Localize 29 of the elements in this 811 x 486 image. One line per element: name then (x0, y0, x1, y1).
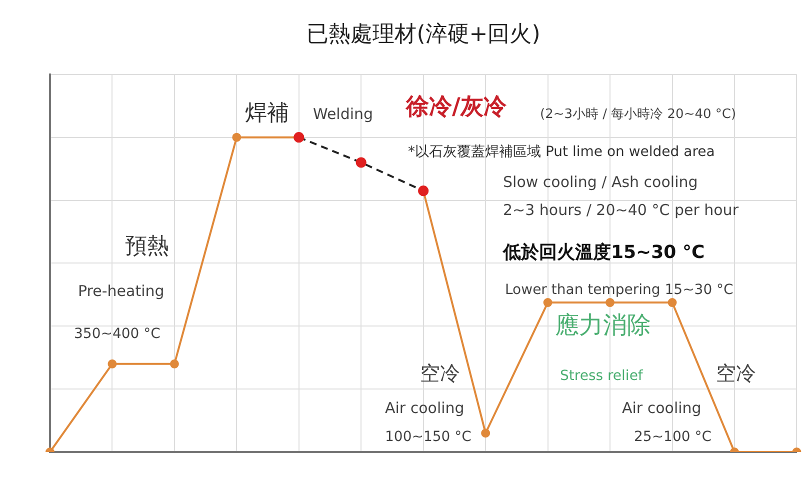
annotation: Air cooling (622, 399, 702, 417)
text: 徐冷/灰冷 (405, 94, 508, 120)
annotation: Lower than tempering 15~30 °C (505, 282, 734, 298)
point (356, 157, 366, 168)
annotation: Slow cooling / Ash cooling (503, 173, 698, 191)
annotation: *以石灰覆蓋焊補區域 Put lime on welded area (408, 144, 715, 160)
annotation: Pre-heating (78, 282, 164, 300)
annotation: 100~150 °C (385, 429, 472, 445)
annotation: 低於回火溫度15~30 °C (502, 242, 705, 263)
annotation: 應力消除 (555, 311, 651, 339)
text: Welding (313, 105, 374, 123)
annotation: 2~3 hours / 20~40 °C per hour (503, 201, 740, 219)
annotation: 25~100 °C (634, 429, 712, 445)
chart-title: 已熱處理材(淬硬+回火) (306, 22, 540, 47)
annotation: 空冷 (716, 361, 756, 385)
annotation: 空冷 (420, 361, 460, 385)
annotation: 預熱 (125, 234, 169, 259)
point (108, 359, 117, 368)
point (170, 359, 179, 368)
text: (2~3小時 / 每小時冷 20~40 °C) (540, 107, 736, 122)
point (668, 298, 677, 308)
point (606, 298, 615, 308)
annotation: 350~400 °C (74, 326, 161, 342)
point (232, 132, 242, 142)
point (481, 428, 490, 438)
point (543, 298, 552, 308)
annotation: Stress relief (560, 368, 644, 384)
annotation: Air cooling (385, 399, 464, 417)
text: 焊補 (245, 101, 289, 126)
